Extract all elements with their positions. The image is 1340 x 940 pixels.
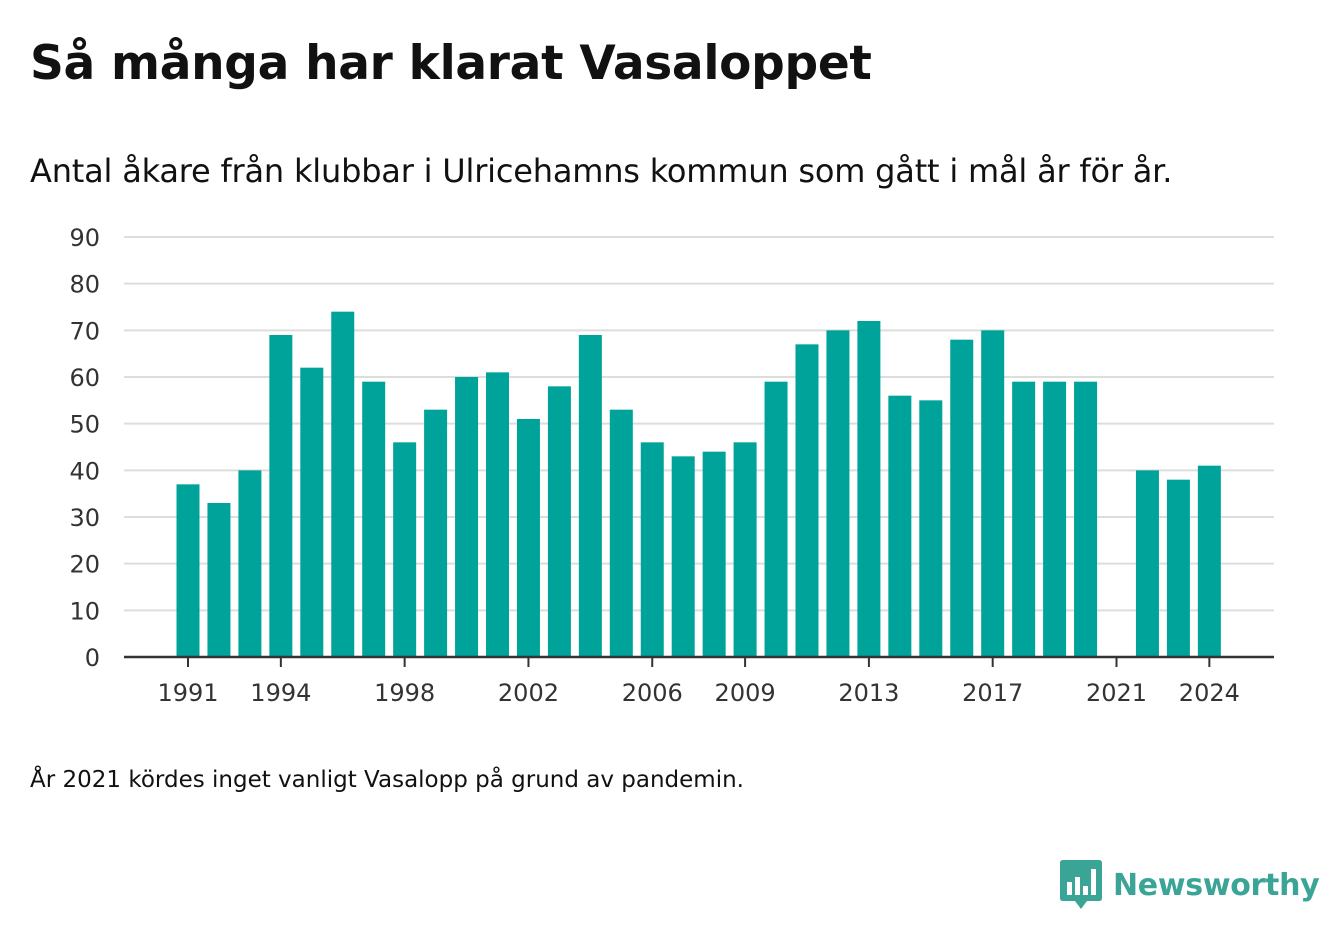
y-tick-label: 90 <box>69 224 100 252</box>
x-tick-label: 2017 <box>962 679 1023 707</box>
bar <box>486 372 509 657</box>
bar <box>1043 381 1067 657</box>
y-tick-label: 20 <box>69 551 100 579</box>
bar <box>795 344 819 657</box>
bar <box>393 442 417 657</box>
x-tick-label: 1998 <box>374 679 435 707</box>
x-tick-label: 1991 <box>157 679 218 707</box>
x-tick-label: 2006 <box>622 679 683 707</box>
x-tick-label: 2002 <box>498 679 559 707</box>
bar <box>1012 381 1036 657</box>
x-tick-label: 2013 <box>838 679 899 707</box>
bar <box>331 311 355 657</box>
bar <box>764 381 788 657</box>
bar <box>176 484 200 657</box>
bar <box>300 367 324 657</box>
newsworthy-logo[interactable]: Newsworthy <box>1060 860 1320 910</box>
bar <box>888 395 912 657</box>
y-tick-label: 70 <box>69 317 100 345</box>
bar <box>578 335 602 657</box>
bar-chart: 0 10 20 30 40 50 60 70 80 90 1991 1994 1998 2002 2006 2… <box>69 224 1274 707</box>
x-tick-label: 2024 <box>1179 679 1240 707</box>
y-tick-label: 60 <box>69 364 100 392</box>
bar <box>455 377 479 657</box>
x-tick-label: 2021 <box>1086 679 1147 707</box>
newsworthy-logo-icon <box>1060 860 1102 909</box>
bar <box>362 381 386 657</box>
y-tick-label: 50 <box>69 411 100 439</box>
bar <box>919 400 943 657</box>
bar <box>424 409 448 657</box>
bar <box>207 503 231 657</box>
bar <box>609 409 633 657</box>
bar <box>671 456 695 657</box>
bar <box>1135 470 1159 657</box>
bar <box>1074 381 1098 657</box>
x-tick-label: 2009 <box>715 679 776 707</box>
y-tick-label: 0 <box>85 644 100 672</box>
bar <box>516 419 540 657</box>
bar <box>826 330 850 657</box>
bar <box>547 386 571 657</box>
bar <box>981 330 1005 657</box>
brand-name: Newsworthy <box>1113 867 1320 903</box>
chart-title: Så många har klarat Vasaloppet <box>30 36 872 91</box>
chart-subtitle: Antal åkare från klubbar i Ulricehamns k… <box>30 152 1173 190</box>
bar <box>640 442 664 657</box>
y-tick-label: 80 <box>69 271 100 299</box>
bar <box>269 335 293 657</box>
bar <box>857 321 881 657</box>
y-tick-label: 10 <box>69 597 100 625</box>
bar <box>733 442 757 657</box>
x-tick-label: 1994 <box>250 679 311 707</box>
bar <box>702 451 726 657</box>
bar <box>1166 479 1190 657</box>
y-tick-label: 40 <box>69 457 100 485</box>
y-tick-label: 30 <box>69 504 100 532</box>
footnote: År 2021 kördes inget vanligt Vasalopp på… <box>30 767 744 793</box>
bar <box>950 339 974 657</box>
bar <box>238 470 262 657</box>
bar <box>1197 465 1221 657</box>
